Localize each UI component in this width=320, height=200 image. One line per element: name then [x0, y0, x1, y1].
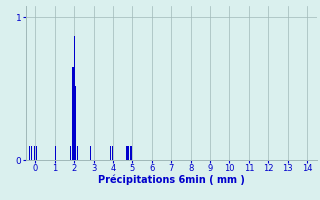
Bar — [90, 146, 91, 160]
Bar — [36, 146, 37, 160]
Bar — [126, 146, 127, 160]
Bar — [55, 146, 56, 160]
Bar — [72, 67, 74, 160]
Bar — [75, 86, 76, 160]
Bar — [70, 146, 71, 160]
Bar — [130, 146, 131, 160]
Bar — [131, 146, 132, 160]
Bar — [34, 146, 35, 160]
Bar — [112, 146, 114, 160]
Bar — [77, 146, 78, 160]
Bar — [127, 146, 128, 160]
Bar — [110, 146, 111, 160]
Bar — [31, 146, 32, 160]
Bar — [74, 36, 75, 160]
Bar — [128, 146, 129, 160]
X-axis label: Précipitations 6min ( mm ): Précipitations 6min ( mm ) — [98, 175, 244, 185]
Bar — [29, 146, 30, 160]
